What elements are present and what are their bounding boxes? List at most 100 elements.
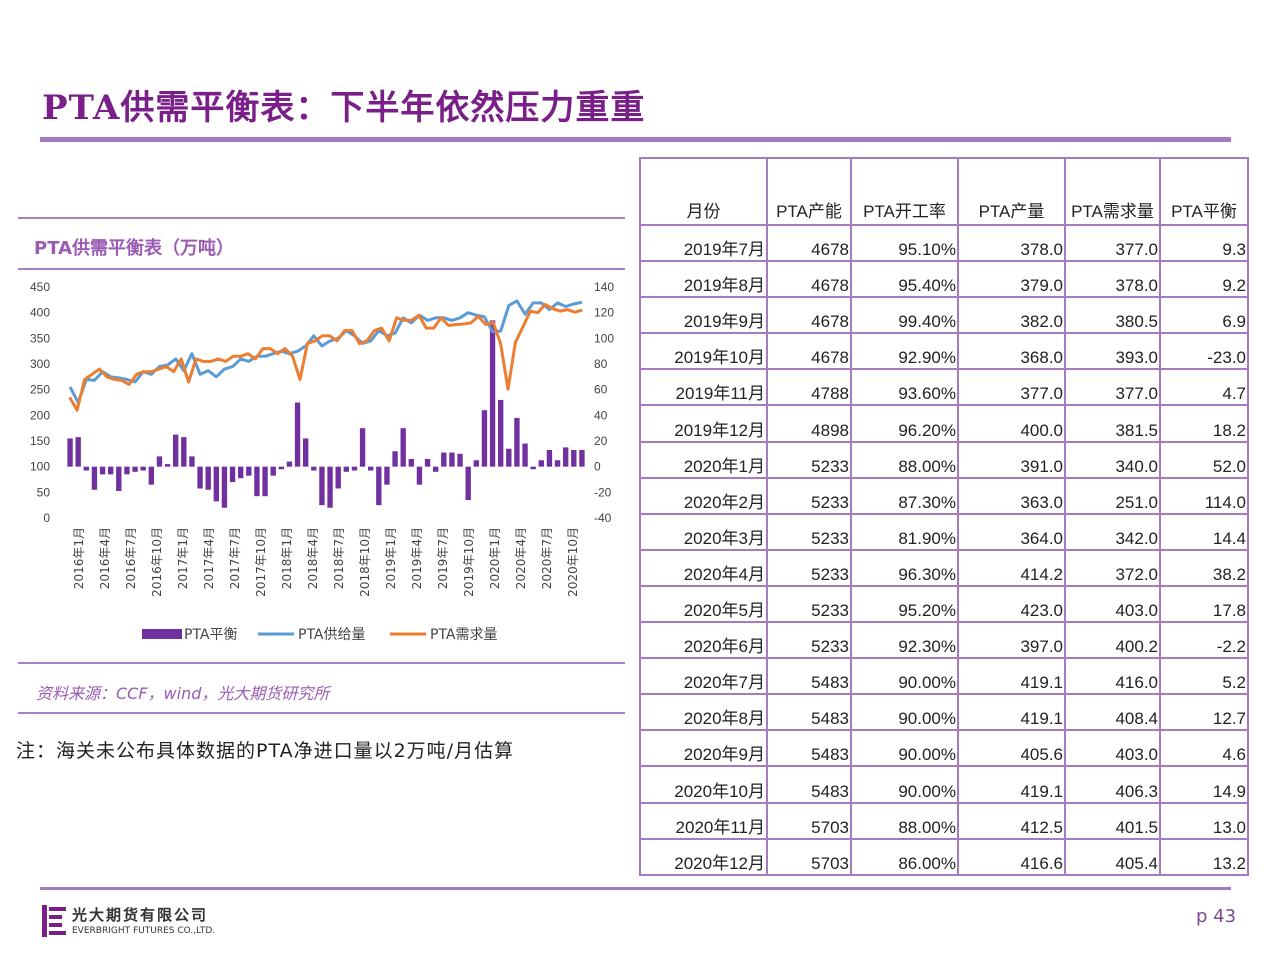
page-number: p 43 [1196, 906, 1237, 927]
balance-bar [286, 461, 293, 467]
table-cell: 99.40% [850, 296, 959, 335]
balance-bar [530, 466, 536, 470]
x-axis-tick-label: 2017年7月 [228, 527, 242, 589]
table-cell: 9.2 [1159, 260, 1249, 299]
footnote: 注：海关未公布具体数据的PTA净进口量以2万吨/月估算 [16, 740, 515, 762]
legend-label: PTA平衡 [184, 627, 237, 643]
table-row: 2019年8月 4678 95.40% 379.0 378.0 9.2 [639, 260, 1249, 299]
balance-bar [554, 460, 561, 467]
table-cell: 17.8 [1159, 584, 1249, 624]
table-cell: 86.00% [850, 837, 959, 876]
table-cell: 4678 [766, 260, 852, 299]
supply-demand-chart: 0 50 100 150 200 250 300 350 400 450 -40 -20 0 20 40 60… [30, 280, 614, 643]
table-row: 2020年2月 5233 87.30% 363.0 251.0 114.0 [639, 476, 1249, 515]
balance-bar [148, 466, 154, 485]
table-cell: 14.4 [1159, 512, 1249, 551]
left-axis-tick-label: 250 [30, 383, 50, 397]
balance-bar [132, 466, 138, 472]
table-cell: 2020年3月 [639, 512, 768, 551]
table-cell: 379.0 [957, 260, 1066, 299]
balance-bar [116, 466, 122, 492]
x-axis-tick-label: 2018年10月 [358, 527, 372, 597]
x-axis-tick-label: 2016年1月 [72, 527, 86, 589]
balance-bar [164, 464, 171, 467]
table-row: 2020年10月 5483 90.00% 419.1 406.3 14.9 [639, 765, 1249, 804]
balance-bar [189, 456, 195, 467]
table-cell: 419.1 [957, 765, 1066, 804]
balance-bar [400, 428, 406, 467]
table-row: 2019年11月 4788 93.60% 377.0 377.0 4.7 [639, 368, 1249, 407]
right-axis-tick-label: 100 [594, 331, 614, 345]
table-cell: 408.4 [1064, 693, 1161, 732]
balance-bar [506, 448, 512, 467]
right-axis-tick-label: 80 [594, 357, 608, 371]
balance-bar [335, 466, 341, 489]
table-cell: 397.0 [957, 621, 1066, 660]
right-axis-tick-label: -40 [594, 511, 612, 525]
table-cell: 400.2 [1064, 621, 1161, 660]
balance-bar [489, 320, 496, 467]
page-title: PTA供需平衡表：下半年依然压力重重 [42, 88, 646, 128]
table-cell: 92.90% [850, 332, 959, 371]
table-cell: 381.5 [1064, 404, 1161, 443]
table-cell: 342.0 [1064, 512, 1161, 551]
table-cell: 2020年11月 [639, 801, 768, 840]
balance-bar [156, 456, 163, 467]
table-cell: 2020年6月 [639, 621, 768, 660]
x-axis-tick-label: 2016年10月 [150, 527, 164, 597]
balance-bar [319, 466, 325, 506]
x-axis-tick-label: 2018年4月 [306, 527, 320, 589]
balance-bar [473, 460, 479, 467]
left-axis-tick-label: 150 [30, 434, 50, 448]
left-axis-tick-label: 0 [43, 511, 50, 525]
table-cell: 2019年9月 [639, 296, 768, 335]
table-cell: 90.00% [850, 693, 959, 732]
table-cell: 414.2 [957, 548, 1066, 587]
table-header-cell: PTA产量 [957, 157, 1066, 226]
table-cell: 2019年11月 [639, 368, 768, 407]
balance-bar [351, 466, 358, 471]
table-cell: 2020年9月 [639, 729, 768, 768]
legend-label: PTA需求量 [430, 627, 497, 643]
table-cell: 52.0 [1159, 440, 1249, 479]
table-cell: 5483 [766, 657, 852, 696]
x-axis-tick-label: 2019年1月 [384, 527, 398, 589]
balance-bar [465, 466, 471, 501]
demand-line [68, 303, 583, 412]
balance-bar [359, 428, 366, 467]
table-cell: 9.3 [1159, 223, 1249, 263]
balance-bar [75, 437, 81, 467]
table-header-row: 月份 PTA产能 PTA开工率 PTA产量 PTA需求量 PTA平衡 [639, 157, 1249, 226]
table-cell: 87.30% [850, 476, 959, 515]
left-axis-tick-label: 200 [30, 408, 50, 422]
legend-label: PTA供给量 [298, 627, 365, 643]
company-name-cn: 光大期货有限公司 [72, 906, 209, 924]
table-cell: 38.2 [1159, 548, 1249, 587]
table-cell: 378.0 [1064, 260, 1161, 299]
table-row: 2020年11月 5703 88.00% 412.5 401.5 13.0 [639, 801, 1249, 840]
x-axis-tick-label: 2019年10月 [462, 527, 476, 597]
table-cell: 13.0 [1159, 801, 1249, 840]
table-cell: 368.0 [957, 332, 1066, 371]
left-axis-tick-label: 50 [37, 485, 51, 499]
balance-bar [368, 466, 374, 471]
table-row: 2019年9月 4678 99.40% 382.0 380.5 6.9 [639, 296, 1249, 335]
table-cell: 405.4 [1064, 837, 1161, 876]
x-axis-tick-label: 2020年4月 [514, 527, 528, 589]
table-cell: 2020年4月 [639, 548, 768, 587]
table-cell: 96.30% [850, 548, 959, 587]
table-cell: 5233 [766, 548, 852, 587]
table-cell: 5233 [766, 476, 852, 515]
balance-bar [579, 449, 585, 467]
balance-bar [181, 437, 187, 467]
left-axis-tick-label: 300 [30, 357, 50, 371]
balance-table: 月份 PTA产能 PTA开工率 PTA产量 PTA需求量 PTA平衡 2019年7月 467… [639, 157, 1249, 876]
legend-swatch [142, 629, 182, 639]
x-axis-tick-label: 2016年7月 [124, 527, 138, 589]
table-cell: 363.0 [957, 476, 1066, 515]
balance-bar [441, 452, 447, 467]
balance-bar [449, 452, 455, 467]
table-cell: 5233 [766, 621, 852, 660]
table-cell: 12.7 [1159, 693, 1249, 732]
table-row: 2019年12月 4898 96.20% 400.0 381.5 18.2 [639, 404, 1249, 443]
